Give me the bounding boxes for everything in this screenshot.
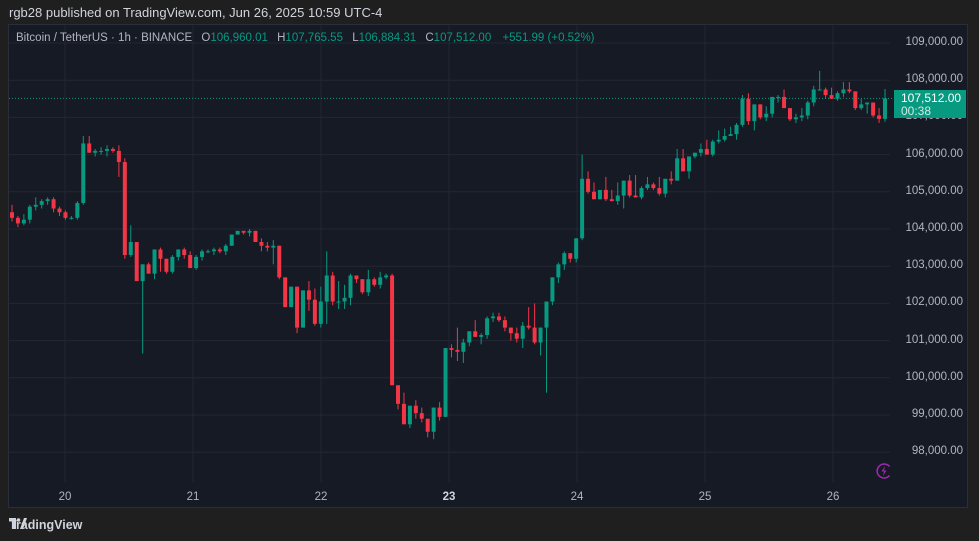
price-tick: 109,000.00 bbox=[905, 36, 963, 48]
price-tick: 100,000.00 bbox=[905, 370, 963, 383]
close-value: 107,512.00 bbox=[433, 32, 492, 44]
high-value: 107,765.55 bbox=[285, 32, 343, 44]
price-tick: 105,000.00 bbox=[905, 184, 963, 197]
published-line: rgb28 published on TradingView.com, Jun … bbox=[9, 5, 383, 20]
price-tick: 99,000.00 bbox=[911, 408, 963, 420]
time-tick-25: 25 bbox=[698, 491, 712, 503]
open-value: 106,960.01 bbox=[210, 32, 268, 44]
time-tick-21: 21 bbox=[186, 491, 200, 503]
tradingview-logo[interactable]: TradingView bbox=[9, 518, 82, 532]
last-price: 107,512.00 bbox=[901, 91, 962, 105]
price-tick: 98,000.00 bbox=[911, 445, 963, 458]
open-label: O bbox=[201, 32, 211, 44]
change-value: +551.99 (+0.52%) bbox=[502, 32, 595, 44]
price-tick: 101,000.00 bbox=[905, 333, 963, 346]
close-label: C bbox=[425, 32, 434, 44]
high-label: H bbox=[277, 32, 286, 44]
time-tick-26: 26 bbox=[826, 491, 840, 503]
time-tick-22: 22 bbox=[314, 491, 328, 503]
price-tick: 103,000.00 bbox=[905, 259, 963, 272]
time-tick-20: 20 bbox=[58, 491, 72, 503]
price-tick: 104,000.00 bbox=[905, 222, 963, 234]
low-label: L bbox=[352, 32, 359, 44]
tv-logo-icon bbox=[9, 518, 27, 529]
price-tick: 108,000.00 bbox=[905, 73, 963, 86]
price-tick: 106,000.00 bbox=[905, 147, 963, 160]
time-tick-23: 23 bbox=[442, 491, 456, 503]
bar-countdown: 00:38 bbox=[901, 104, 932, 118]
ohlc-legend: Bitcoin / TetherUS · 1h · BINANCE O106,9… bbox=[16, 32, 595, 44]
time-tick-24: 24 bbox=[570, 491, 584, 503]
brand-name: TradingView bbox=[9, 518, 83, 532]
symbol-label[interactable]: Bitcoin / TetherUS · 1h · BINANCE bbox=[16, 32, 193, 44]
last-price-tag: 107,512.00 00:38 bbox=[894, 90, 966, 118]
price-tick: 102,000.00 bbox=[905, 296, 963, 309]
lightning-icon[interactable] bbox=[875, 462, 893, 480]
low-value: 106,884.31 bbox=[358, 32, 417, 44]
